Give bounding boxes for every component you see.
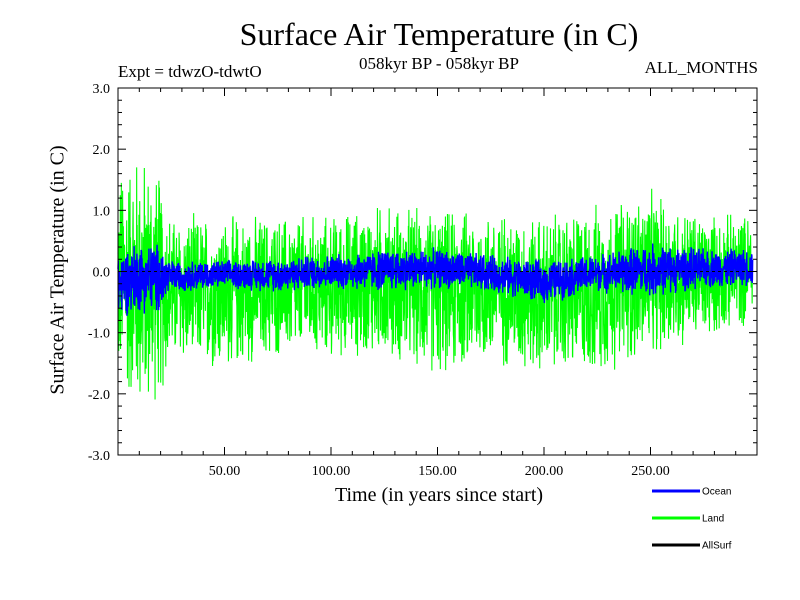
y-tick-label: 2.0 bbox=[93, 143, 111, 158]
y-tick-label: 0.0 bbox=[93, 266, 111, 281]
months-label: ALL_MONTHS bbox=[644, 58, 758, 77]
legend-item-allsurf: AllSurf bbox=[652, 541, 732, 552]
x-tick: 250.00 bbox=[631, 88, 670, 479]
y-tick: 3.0 bbox=[93, 82, 757, 97]
x-tick-label: 150.00 bbox=[418, 464, 457, 479]
y-tick: -1.0 bbox=[88, 327, 757, 342]
y-tick: 1.0 bbox=[93, 204, 757, 219]
y-tick-label: -2.0 bbox=[88, 388, 110, 403]
y-tick-label: -1.0 bbox=[88, 327, 110, 342]
y-tick-label: 3.0 bbox=[93, 82, 111, 97]
chart-subtitle: 058kyr BP - 058kyr BP bbox=[359, 54, 519, 73]
x-tick-label: 50.00 bbox=[209, 464, 241, 479]
legend-label: AllSurf bbox=[702, 541, 732, 552]
legend-item-ocean: Ocean bbox=[652, 487, 731, 498]
y-tick: 2.0 bbox=[93, 143, 757, 158]
x-tick-label: 200.00 bbox=[525, 464, 564, 479]
y-tick-label: 1.0 bbox=[93, 204, 111, 219]
legend-item-land: Land bbox=[652, 514, 724, 525]
y-tick: -2.0 bbox=[88, 388, 757, 403]
x-tick: 100.00 bbox=[312, 88, 351, 479]
legend-label: Ocean bbox=[702, 487, 731, 498]
x-tick: 200.00 bbox=[525, 88, 564, 479]
x-tick-label: 100.00 bbox=[312, 464, 351, 479]
legend-label: Land bbox=[702, 514, 724, 525]
series-line-ocean bbox=[117, 243, 754, 316]
chart-title: Surface Air Temperature (in C) bbox=[239, 16, 639, 52]
y-tick: 0.0 bbox=[93, 266, 757, 281]
x-axis-label: Time (in years since start) bbox=[334, 484, 544, 506]
y-tick: -3.0 bbox=[88, 449, 757, 464]
y-tick-label: -3.0 bbox=[88, 449, 110, 464]
x-tick: 50.00 bbox=[209, 88, 241, 479]
x-tick: 150.00 bbox=[418, 88, 457, 479]
x-tick-label: 250.00 bbox=[631, 464, 670, 479]
experiment-label: Expt = tdwzO-tdwtO bbox=[118, 62, 262, 81]
